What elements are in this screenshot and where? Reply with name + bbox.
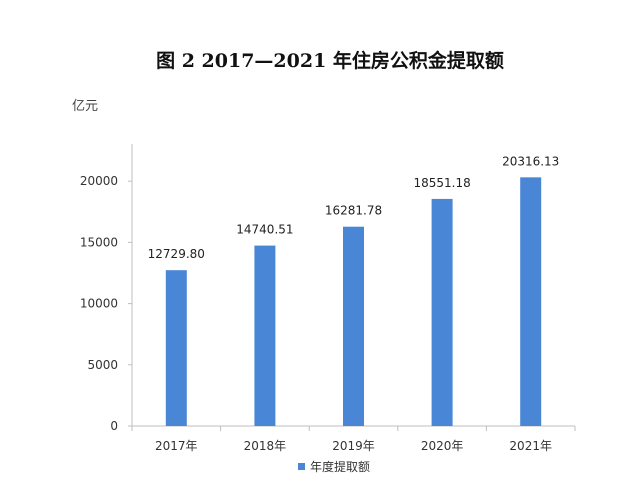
data-labels: 12729.80 14740.51 16281.78 18551.18 20316.13 — [148, 154, 560, 261]
bar — [431, 198, 453, 426]
data-label: 12729.80 — [148, 247, 205, 261]
y-axis-unit: 亿元 — [72, 99, 98, 114]
bar — [165, 270, 187, 426]
legend-label: 年度提取额 — [310, 459, 370, 474]
y-tick-label: 15000 — [80, 235, 118, 249]
y-tick-label: 20000 — [80, 174, 118, 188]
data-label: 16281.78 — [325, 204, 382, 218]
data-label: 20316.13 — [502, 154, 559, 168]
x-tick-label: 2020年 — [421, 439, 464, 453]
x-tick-label: 2021年 — [509, 439, 552, 453]
y-tick-label: 5000 — [87, 358, 118, 372]
legend-swatch — [298, 463, 305, 470]
legend: 年度提取额 — [298, 459, 370, 474]
chart-title: 图 2 2017—2021 年住房公积金提取额 — [156, 49, 504, 72]
y-tick-labels: 0 5000 10000 15000 20000 — [80, 174, 118, 433]
x-tick-label: 2018年 — [244, 439, 287, 453]
x-tick-label: 2019年 — [332, 439, 375, 453]
x-tick-label: 2017年 — [155, 439, 198, 453]
bar — [520, 177, 542, 426]
data-label: 14740.51 — [236, 223, 293, 237]
x-tick-labels: 2017年 2018年 2019年 2020年 2021年 — [155, 439, 552, 453]
watermark-text: 头条 @龙江楼市 — [512, 460, 622, 478]
data-label: 18551.18 — [413, 176, 470, 190]
watermark: 头条 @龙江楼市 — [512, 460, 622, 478]
bar — [254, 245, 276, 426]
bars — [165, 177, 542, 426]
y-tick-label: 0 — [110, 419, 118, 433]
y-tick-label: 10000 — [80, 297, 118, 311]
bar — [343, 226, 364, 426]
